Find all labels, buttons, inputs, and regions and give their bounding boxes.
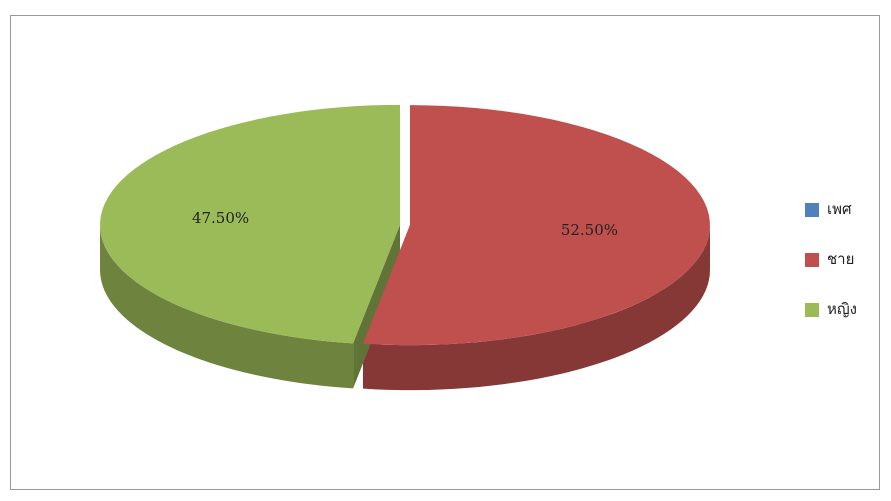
- slice: [100, 104, 401, 344]
- legend-swatch: [805, 303, 819, 317]
- slice-side: [100, 224, 354, 389]
- data-label: 52.50%: [561, 221, 618, 239]
- data-label: 47.50%: [192, 209, 249, 227]
- legend-swatch: [805, 203, 819, 217]
- slice: [363, 105, 710, 346]
- legend-label: หญิง: [827, 300, 857, 318]
- legend-swatch: [805, 253, 819, 267]
- slice-cut-face: [353, 224, 401, 389]
- legend-label: ชาย: [827, 250, 854, 268]
- legend-label: เพศ: [827, 200, 852, 218]
- slice-side: [363, 225, 710, 391]
